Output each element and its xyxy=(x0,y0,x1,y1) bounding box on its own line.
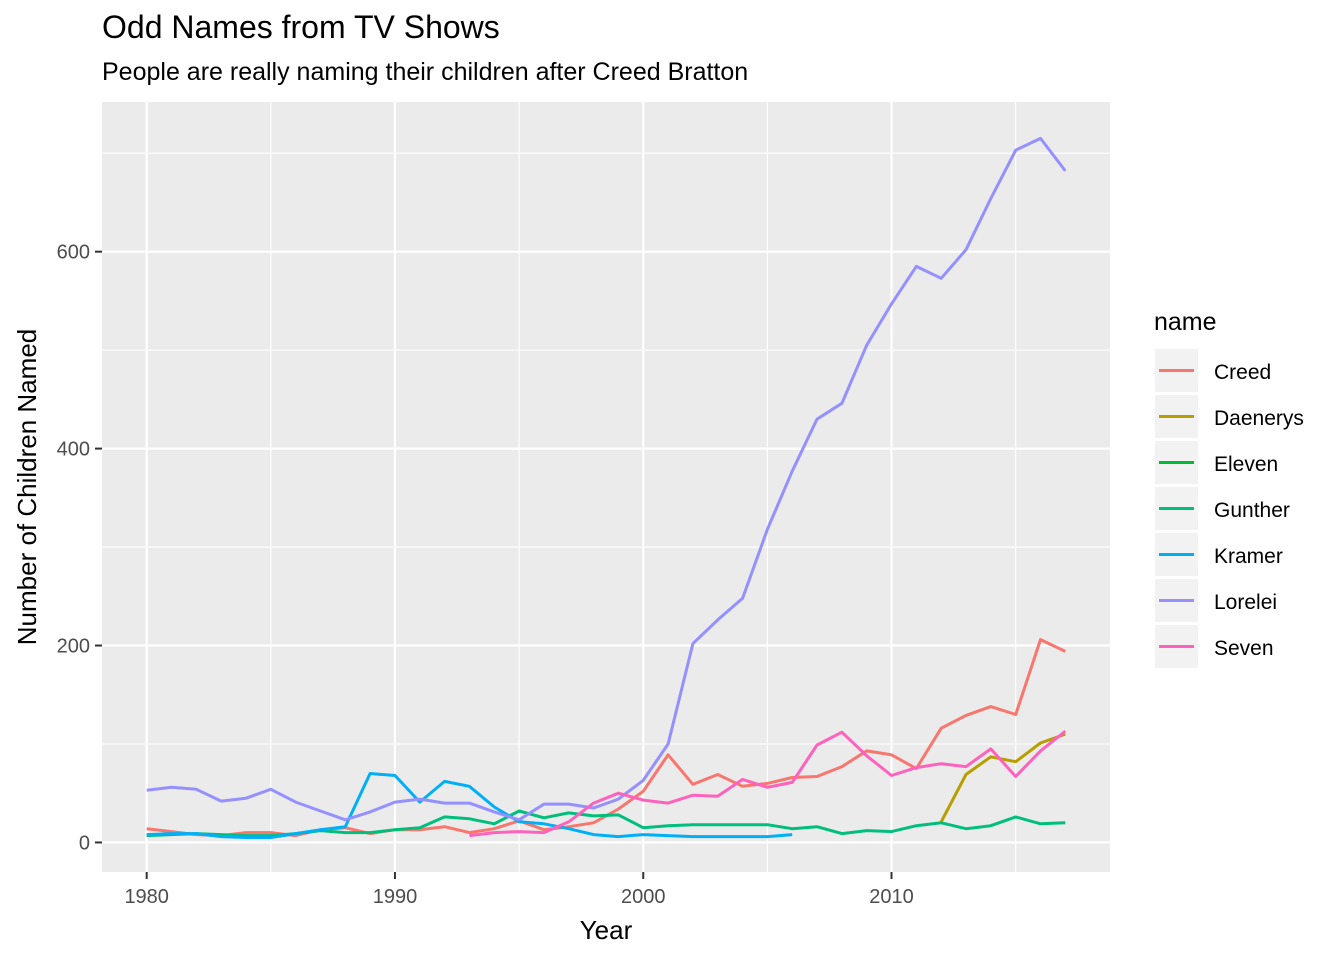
y-tick-label: 600 xyxy=(57,242,90,264)
x-tick-label: 2010 xyxy=(869,886,914,908)
series-lines xyxy=(146,136,1067,839)
series-line-seven xyxy=(469,730,1067,838)
legend-label: Lorelei xyxy=(1214,591,1277,614)
legend: name Creed Daenerys Eleven Gunther Kramer Lor… xyxy=(1154,308,1304,668)
y-tick-label: 0 xyxy=(79,832,90,854)
legend-label: Daenerys xyxy=(1214,407,1304,430)
x-tick-label: 1980 xyxy=(124,886,169,908)
plot-panel xyxy=(102,102,1110,872)
chart-subtitle: People are really naming their children … xyxy=(102,58,749,86)
y-tick-label: 400 xyxy=(57,439,90,461)
series-line-lorelei xyxy=(146,136,1067,822)
y-tick-label: 200 xyxy=(57,636,90,658)
x-tick-label: 1990 xyxy=(373,886,418,908)
minor-gridlines xyxy=(102,102,1110,872)
axes: 1980 1990 2000 2010 0 200 400 600 xyxy=(57,242,914,908)
x-axis-label: Year xyxy=(580,915,633,945)
legend-title: name xyxy=(1154,308,1217,336)
major-gridlines xyxy=(102,102,1110,872)
series-line-kramer xyxy=(146,772,793,839)
legend-label: Gunther xyxy=(1214,499,1290,522)
legend-label: Seven xyxy=(1214,637,1274,660)
y-axis-label: Number of Children Named xyxy=(12,329,42,645)
x-tick-label: 2000 xyxy=(621,886,666,908)
legend-label: Eleven xyxy=(1214,453,1278,476)
legend-label: Creed xyxy=(1214,361,1271,384)
series-line-daenerys xyxy=(939,732,1066,823)
chart-title: Odd Names from TV Shows xyxy=(102,9,500,45)
legend-label: Kramer xyxy=(1214,545,1283,568)
